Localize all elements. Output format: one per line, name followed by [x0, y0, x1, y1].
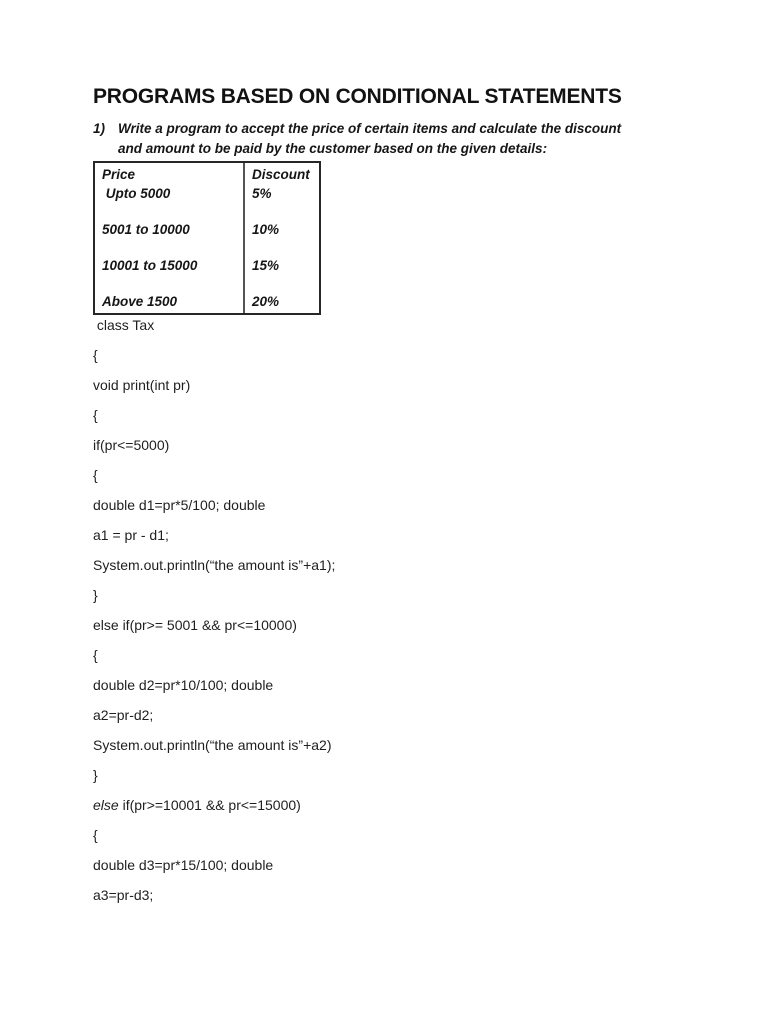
- code-line: a1 = pr - d1;: [93, 527, 169, 543]
- code-line: else if(pr>= 5001 && pr<=10000): [93, 617, 297, 633]
- table-cell: 15%: [252, 258, 280, 273]
- code-line: double d1=pr*5/100; double: [93, 497, 266, 513]
- pricing-table: Price Upto 5000 5001 to 10000 10001 to 150…: [93, 161, 321, 315]
- table-cell: 5001 to 10000: [102, 222, 190, 237]
- table-cell: Upto 5000: [102, 186, 171, 201]
- question-number: 1): [93, 121, 106, 136]
- code-line: double d2=pr*10/100; double: [93, 677, 274, 693]
- table-column-discount: Discount 5% 10% 15% 20%: [243, 163, 319, 313]
- code-line: {: [93, 647, 98, 663]
- code-line: a2=pr-d2;: [93, 707, 154, 723]
- table-header: Discount: [252, 167, 310, 182]
- code-line: if(pr<=5000): [93, 437, 170, 453]
- code-line: double d3=pr*15/100; double: [93, 857, 274, 873]
- code-block: class Tax { void print(int pr) { if(pr<=5000…: [93, 310, 335, 910]
- code-line: {: [93, 407, 98, 423]
- table-cell: Above 1500: [102, 294, 178, 309]
- table-cell: 20%: [252, 294, 280, 309]
- code-line: {: [93, 827, 98, 843]
- code-line: void print(int pr): [93, 377, 191, 393]
- code-line: a3=pr-d3;: [93, 887, 154, 903]
- table-cell: 5%: [252, 186, 272, 201]
- question-line-2: and amount to be paid by the customer ba…: [118, 141, 548, 156]
- code-line: }: [93, 767, 98, 783]
- question-line-1: 1) Write a program to accept the price of…: [93, 119, 621, 139]
- code-line: System.out.println(“the amount is”+a1);: [93, 557, 336, 573]
- question-text: Write a program to accept the price of c…: [118, 121, 622, 136]
- question: 1) Write a program to accept the price of…: [93, 119, 621, 159]
- code-line: System.out.println(“the amount is”+a2): [93, 737, 332, 753]
- table-cell: 10001 to 15000: [102, 258, 198, 273]
- code-line: {: [93, 347, 98, 363]
- page-title: PROGRAMS BASED ON CONDITIONAL STATEMENTS: [93, 85, 622, 108]
- code-line: }: [93, 587, 98, 603]
- table-column-price: Price Upto 5000 5001 to 10000 10001 to 150…: [95, 163, 243, 313]
- table-cell: 10%: [252, 222, 280, 237]
- code-line: else if(pr>=10001 && pr<=15000): [93, 797, 301, 813]
- code-line: {: [93, 467, 98, 483]
- code-line: class Tax: [93, 317, 155, 333]
- table-header: Price: [102, 167, 136, 182]
